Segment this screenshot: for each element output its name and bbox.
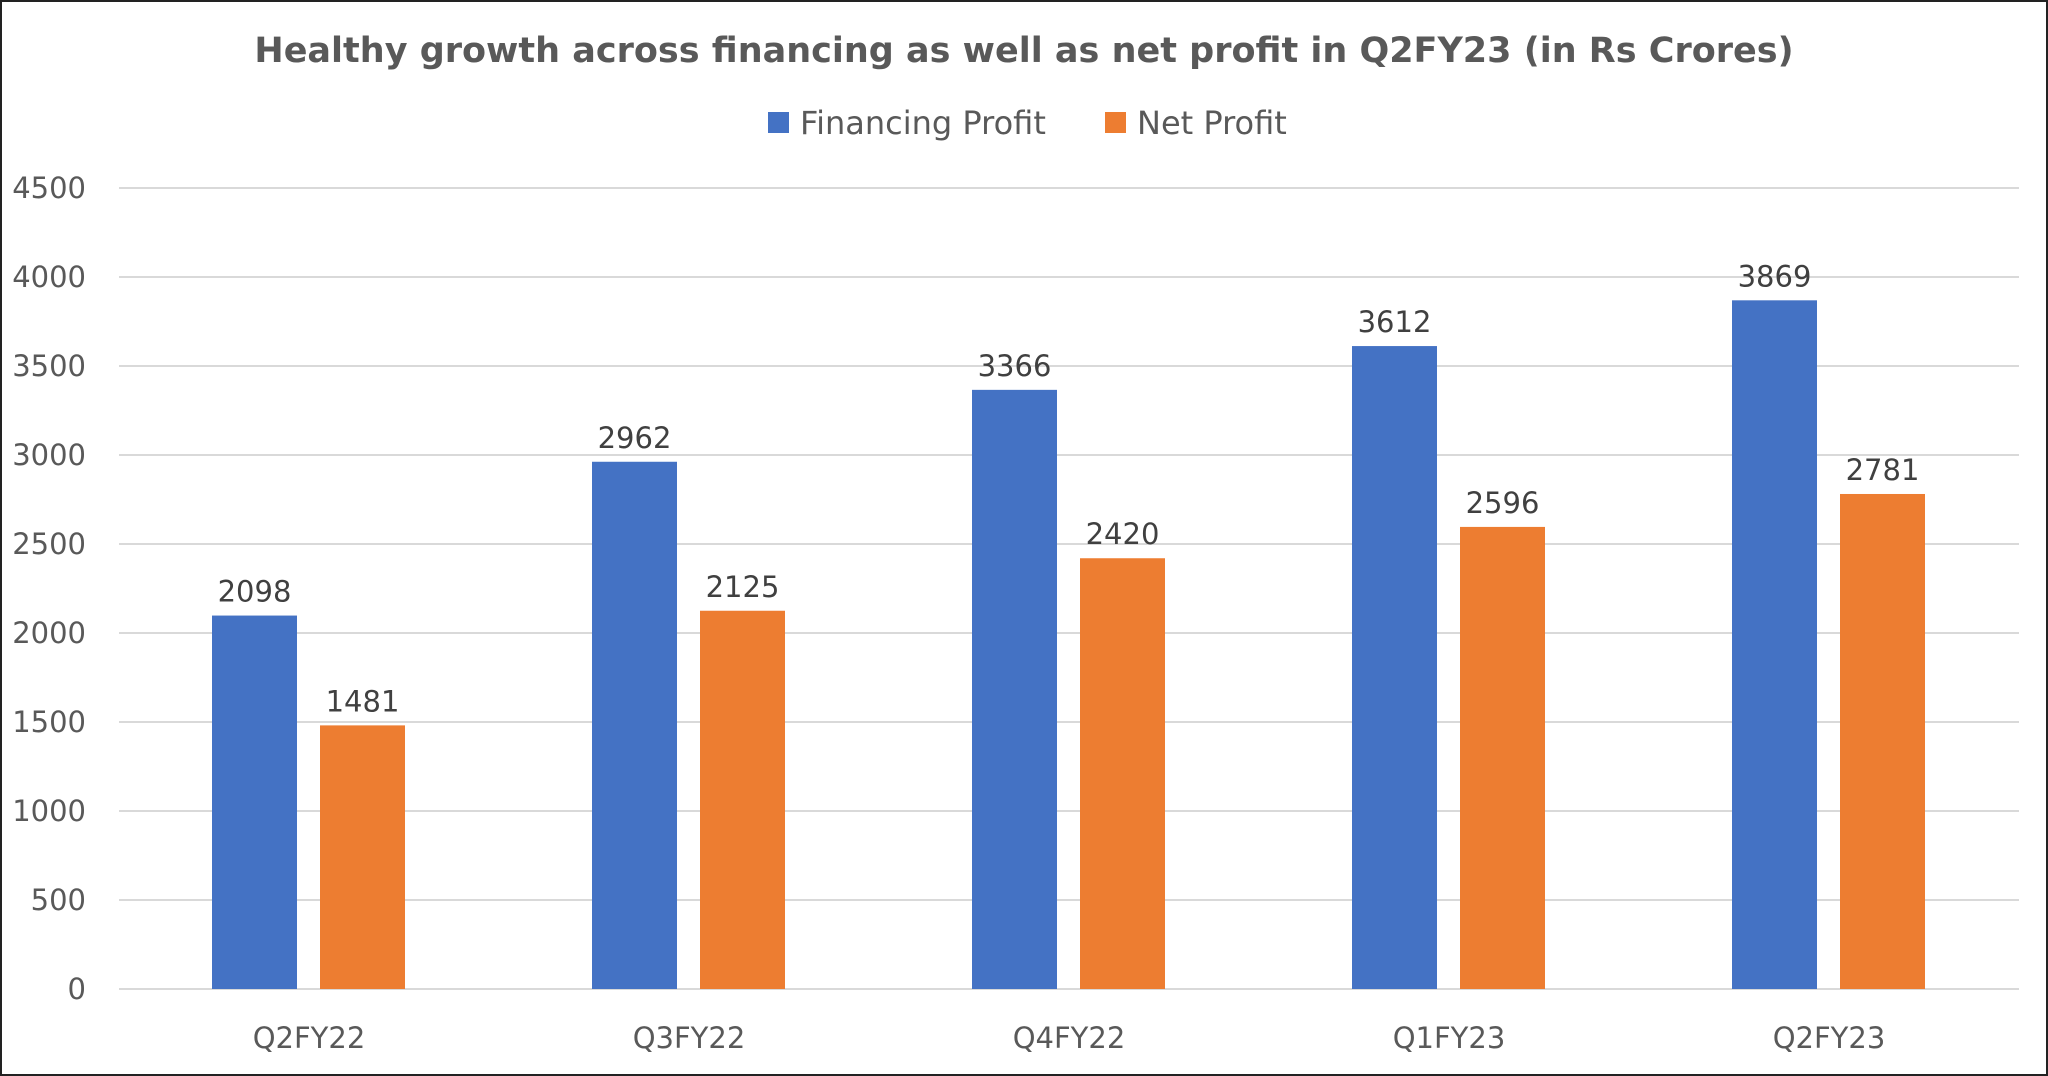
data-label: 2420 <box>1086 517 1160 551</box>
legend-label: Financing Profit <box>800 104 1046 142</box>
legend-swatch <box>768 112 789 133</box>
bar-net-profit <box>1460 526 1545 989</box>
data-label: 3612 <box>1358 305 1432 339</box>
y-tick-label: 4500 <box>12 171 86 205</box>
bar-net-profit <box>1080 558 1165 989</box>
data-label: 2125 <box>706 570 780 604</box>
y-tick-label: 2500 <box>12 527 86 561</box>
x-tick-label: Q1FY23 <box>1393 1021 1506 1055</box>
data-label: 1481 <box>326 684 400 718</box>
legend-swatch <box>1105 112 1126 133</box>
bar-financing-profit <box>972 389 1057 989</box>
legend: Financing Profit Net Profit <box>768 104 1287 142</box>
bar-financing-profit <box>1732 300 1817 989</box>
y-tick-label: 3000 <box>12 438 86 472</box>
data-label: 2962 <box>598 421 672 455</box>
y-tick-label: 500 <box>31 883 86 917</box>
bar-financing-profit <box>212 615 297 989</box>
y-tick-label: 3500 <box>12 349 86 383</box>
data-label: 2098 <box>218 575 292 609</box>
bars: Q2FY22 2098 1481 Q3FY22 2962 2125 Q4FY22 3366 24… <box>212 259 1925 1055</box>
y-tick-label: 1500 <box>12 705 86 739</box>
x-tick-label: Q2FY23 <box>1773 1021 1886 1055</box>
gridlines: 0 500 1000 1500 2000 2500 3000 3500 4000 4500 <box>12 171 2019 1006</box>
bar-financing-profit <box>592 461 677 989</box>
bar-financing-profit <box>1352 346 1437 990</box>
bar-net-profit <box>700 610 785 989</box>
legend-label: Net Profit <box>1137 104 1287 142</box>
bar-net-profit <box>1840 493 1925 989</box>
bar-net-profit <box>320 725 405 989</box>
data-label: 3869 <box>1738 259 1812 293</box>
y-tick-label: 4000 <box>12 260 86 294</box>
y-tick-label: 2000 <box>12 616 86 650</box>
x-tick-label: Q2FY22 <box>253 1021 366 1055</box>
data-label: 2781 <box>1846 453 1920 487</box>
data-label: 2596 <box>1466 486 1540 520</box>
y-tick-label: 0 <box>68 972 86 1006</box>
x-tick-label: Q4FY22 <box>1013 1021 1126 1055</box>
chart-title: Healthy growth across financing as well … <box>254 31 1793 71</box>
data-label: 3366 <box>978 349 1052 383</box>
x-tick-label: Q3FY22 <box>633 1021 746 1055</box>
y-tick-label: 1000 <box>12 794 86 828</box>
